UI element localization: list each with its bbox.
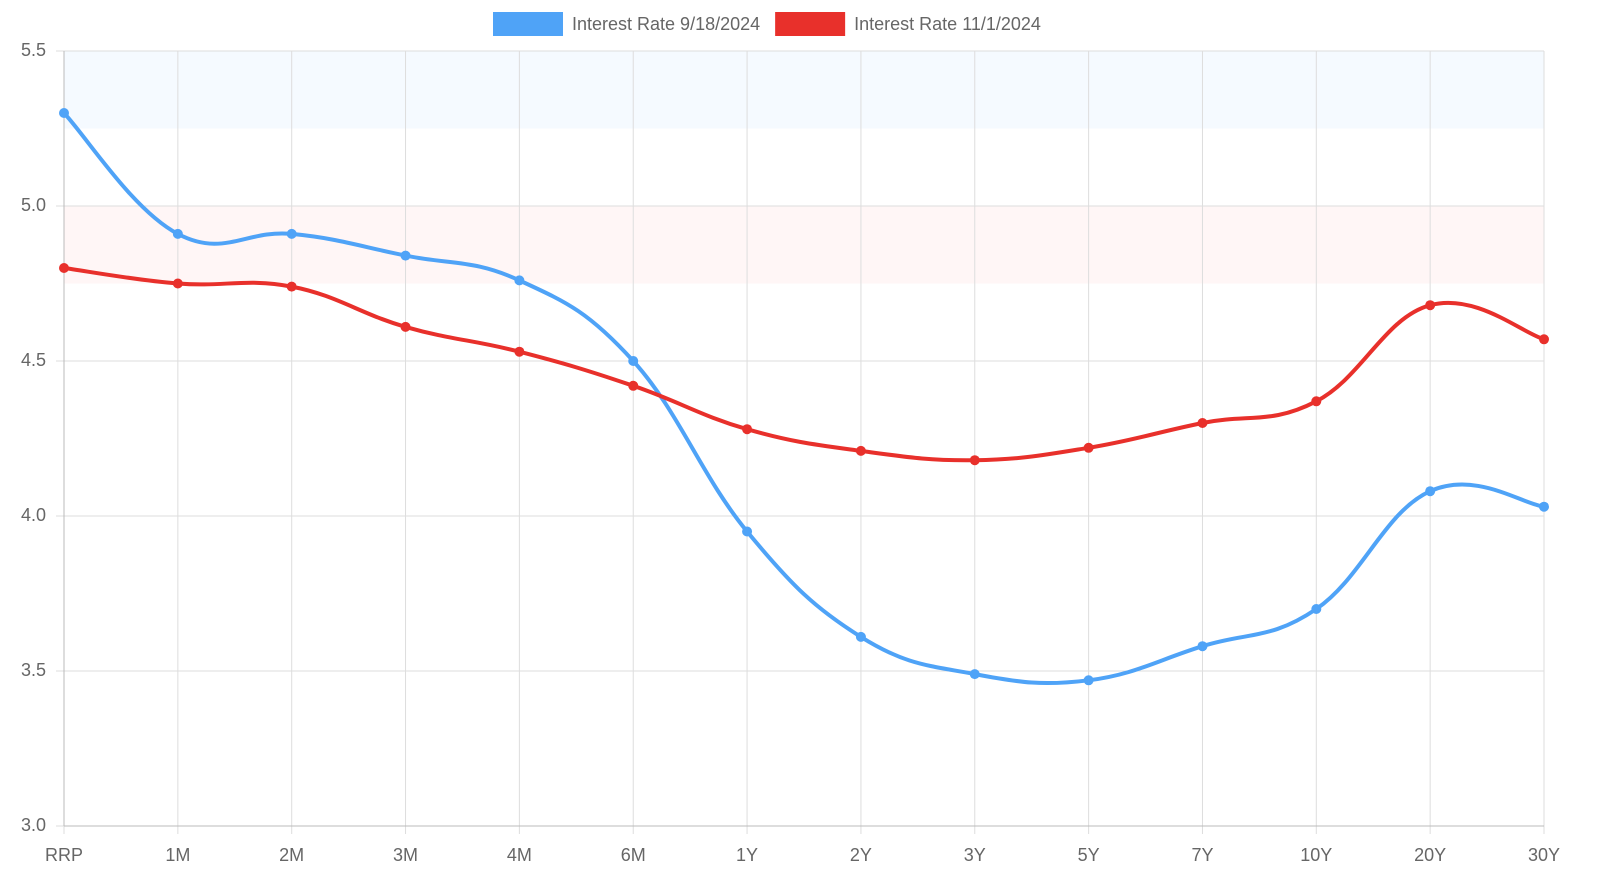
x-tick-label: 1M [165, 845, 190, 865]
x-tick-label: 10Y [1300, 845, 1332, 865]
point [59, 108, 69, 118]
point [1083, 442, 1094, 453]
x-tick-label: 30Y [1528, 845, 1560, 865]
point [514, 346, 525, 357]
point [628, 380, 639, 391]
x-tick-label: 20Y [1414, 845, 1446, 865]
line [63, 266, 1545, 463]
point [1425, 486, 1436, 497]
band [64, 51, 1544, 129]
point [400, 250, 411, 261]
point [1311, 604, 1322, 614]
legend: Interest Rate 9/18/2024 Interest Rate 11/… [493, 12, 1041, 36]
point [1197, 641, 1208, 652]
legend-swatch [775, 12, 846, 36]
point [286, 281, 297, 292]
x-tick-label: 5Y [1078, 845, 1100, 865]
point [628, 356, 639, 366]
point [855, 631, 866, 642]
y-tick-label: 3.5 [21, 660, 46, 680]
x-tick-label: 3Y [964, 845, 986, 865]
point [172, 228, 183, 239]
point [1197, 418, 1208, 428]
y-tick-label: 5.0 [21, 195, 46, 215]
x-tick-label: 6M [621, 845, 646, 865]
y-tick-label: 5.5 [21, 40, 46, 60]
point [1425, 300, 1436, 311]
y-tick-label: 4.0 [21, 505, 46, 525]
legend-label: Interest Rate 9/18/2024 [572, 14, 760, 34]
point [400, 321, 411, 332]
point [969, 669, 980, 680]
x-tick-label: 3M [393, 845, 418, 865]
point [1083, 675, 1094, 686]
x-tick-label: 7Y [1191, 845, 1213, 865]
x-tick-label: 2Y [850, 845, 872, 865]
x-tick-label: 1Y [736, 845, 758, 865]
point [1311, 396, 1322, 407]
y-tick-label: 3.0 [21, 815, 46, 835]
x-tick-label: 4M [507, 845, 532, 865]
point [1539, 501, 1549, 512]
point [1539, 334, 1549, 345]
x-tick-label: RRP [45, 845, 83, 865]
point [59, 263, 69, 273]
x-tick-label: 2M [279, 845, 304, 865]
legend-swatch [493, 12, 563, 36]
point [742, 424, 753, 435]
point [172, 278, 183, 289]
y-tick-label: 4.5 [21, 350, 46, 370]
legend-label: Interest Rate 11/1/2024 [854, 14, 1041, 34]
point [514, 275, 525, 286]
point [742, 526, 753, 537]
band [64, 206, 1544, 284]
point [855, 445, 866, 456]
point [286, 228, 297, 239]
point [969, 455, 980, 466]
